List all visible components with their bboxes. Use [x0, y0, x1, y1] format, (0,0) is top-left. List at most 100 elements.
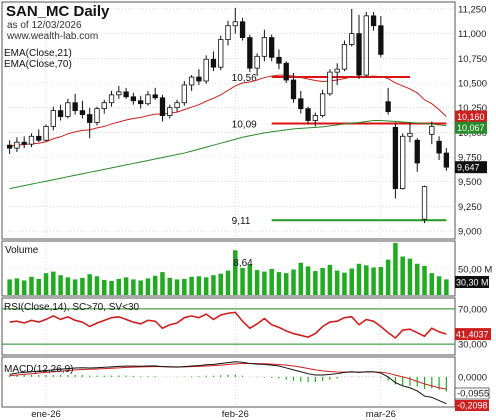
- candle-bearish: [21, 141, 27, 145]
- candle-bullish: [181, 84, 187, 104]
- volume-bar: [174, 279, 180, 295]
- volume-last-value-bg: [455, 276, 489, 288]
- candle-bearish: [290, 79, 297, 100]
- volume-bar: [145, 278, 151, 295]
- as-of-date: as of 12/03/2026: [7, 20, 82, 31]
- price-levels: 10,56 10,09 9,11: [232, 73, 447, 227]
- candles: [6, 7, 450, 224]
- candle-bearish: [130, 96, 137, 102]
- volume-bar: [189, 276, 194, 295]
- volume-bar: [334, 270, 340, 295]
- volume-bar: [422, 265, 427, 295]
- candle-bullish: [261, 37, 268, 57]
- volume-bar: [58, 275, 63, 295]
- volume-bar: [109, 280, 114, 295]
- price-tick-label: 9,750: [458, 153, 482, 164]
- rsi-title: RSI(Close,14), SC>70, SV<30: [4, 302, 140, 313]
- ema21-line: [9, 74, 447, 147]
- volume-bar: [182, 278, 187, 295]
- macd-title: MACD(12,26,9): [4, 364, 73, 375]
- volume-tick-label: 50,00 M: [458, 265, 492, 276]
- price-level-label: 10,56: [232, 73, 257, 84]
- volume-bar: [283, 273, 289, 295]
- volume-bar: [51, 271, 56, 295]
- volume-bar: [36, 278, 42, 295]
- rsi-tick-label: 30,000: [458, 340, 487, 351]
- volume-bar: [400, 256, 405, 295]
- candle-bullish: [108, 94, 115, 104]
- candle-bearish: [6, 144, 13, 149]
- macd-tick-label: 0,0000: [458, 372, 487, 383]
- price-tick-label: 11,000: [458, 29, 486, 40]
- volume-bar: [364, 265, 369, 295]
- candle-bearish: [436, 140, 442, 154]
- macd-signal-last-value: -0,0955: [457, 389, 489, 400]
- volume-panel-frame: [1, 240, 456, 297]
- volume-bar: [233, 250, 238, 295]
- volume-bar: [414, 263, 420, 295]
- close-last-value: 9,647: [457, 163, 480, 173]
- month-label: mar-26: [366, 409, 396, 420]
- volume-bar: [87, 274, 92, 295]
- volume-bars: [7, 243, 449, 295]
- candle-bullish: [101, 102, 107, 110]
- rsi-line: [9, 311, 447, 340]
- candle-bullish: [341, 44, 348, 70]
- price-level-label: 9,11: [232, 216, 251, 227]
- rsi-last-value-bg: [455, 328, 491, 341]
- volume-bar: [378, 266, 384, 295]
- volume-bar: [393, 243, 398, 295]
- volume-bar: [269, 269, 274, 295]
- candle-bearish: [385, 101, 391, 113]
- ema-lines: [9, 74, 447, 190]
- ema70-last-value: 10,067: [457, 123, 485, 133]
- candle-bullish: [334, 68, 340, 73]
- volume-bar: [327, 264, 333, 295]
- candle-bearish: [123, 91, 129, 98]
- candle-bullish: [94, 108, 100, 123]
- candle-bullish: [400, 135, 406, 190]
- candle-bullish: [203, 58, 209, 82]
- volume-bar: [291, 269, 296, 295]
- macd-signal-last-value-bg: [454, 387, 490, 400]
- volume-peak-annotation: 8,64: [233, 258, 253, 269]
- ema70-label: EMA(Close,70): [4, 59, 72, 70]
- candle-bearish: [36, 135, 42, 141]
- candle-bullish: [254, 55, 260, 69]
- volume-bar: [385, 259, 391, 295]
- volume-bar: [14, 278, 20, 295]
- candle-bullish: [363, 15, 369, 76]
- candle-bullish: [65, 102, 71, 117]
- price-tick-label: 9,250: [458, 202, 482, 213]
- volume-bar: [7, 279, 12, 295]
- candle-bullish: [225, 25, 231, 40]
- volume-bar: [123, 277, 129, 295]
- price-tick-label: 9,500: [458, 177, 482, 188]
- price-tick-label: 10,500: [458, 78, 487, 89]
- candle-bullish: [50, 110, 56, 127]
- candle-bearish: [378, 25, 384, 55]
- volume-last-value: 30,30 M: [456, 278, 489, 288]
- candle-bearish: [305, 108, 311, 121]
- candle-bullish: [429, 126, 435, 135]
- candle-bullish: [218, 39, 224, 68]
- ema21-last-value: 10,160: [457, 112, 485, 122]
- volume-bar: [138, 280, 143, 295]
- candle-bullish: [14, 141, 20, 149]
- candle-bearish: [159, 97, 166, 116]
- candle-bearish: [79, 110, 86, 115]
- candle-bullish: [145, 94, 151, 105]
- price-tick-label: 11,250: [458, 4, 486, 15]
- candle-bullish: [327, 71, 333, 95]
- candle-bearish: [196, 76, 202, 82]
- candle-bearish: [137, 100, 144, 105]
- volume-bar: [407, 258, 413, 295]
- volume-bar: [371, 267, 376, 295]
- volume-bar: [65, 277, 71, 295]
- candle-bearish: [57, 110, 64, 117]
- candle-bearish: [276, 56, 282, 64]
- price-tick-label: 10,750: [458, 54, 487, 65]
- volume-bar: [342, 272, 347, 295]
- volume-bar: [247, 264, 253, 295]
